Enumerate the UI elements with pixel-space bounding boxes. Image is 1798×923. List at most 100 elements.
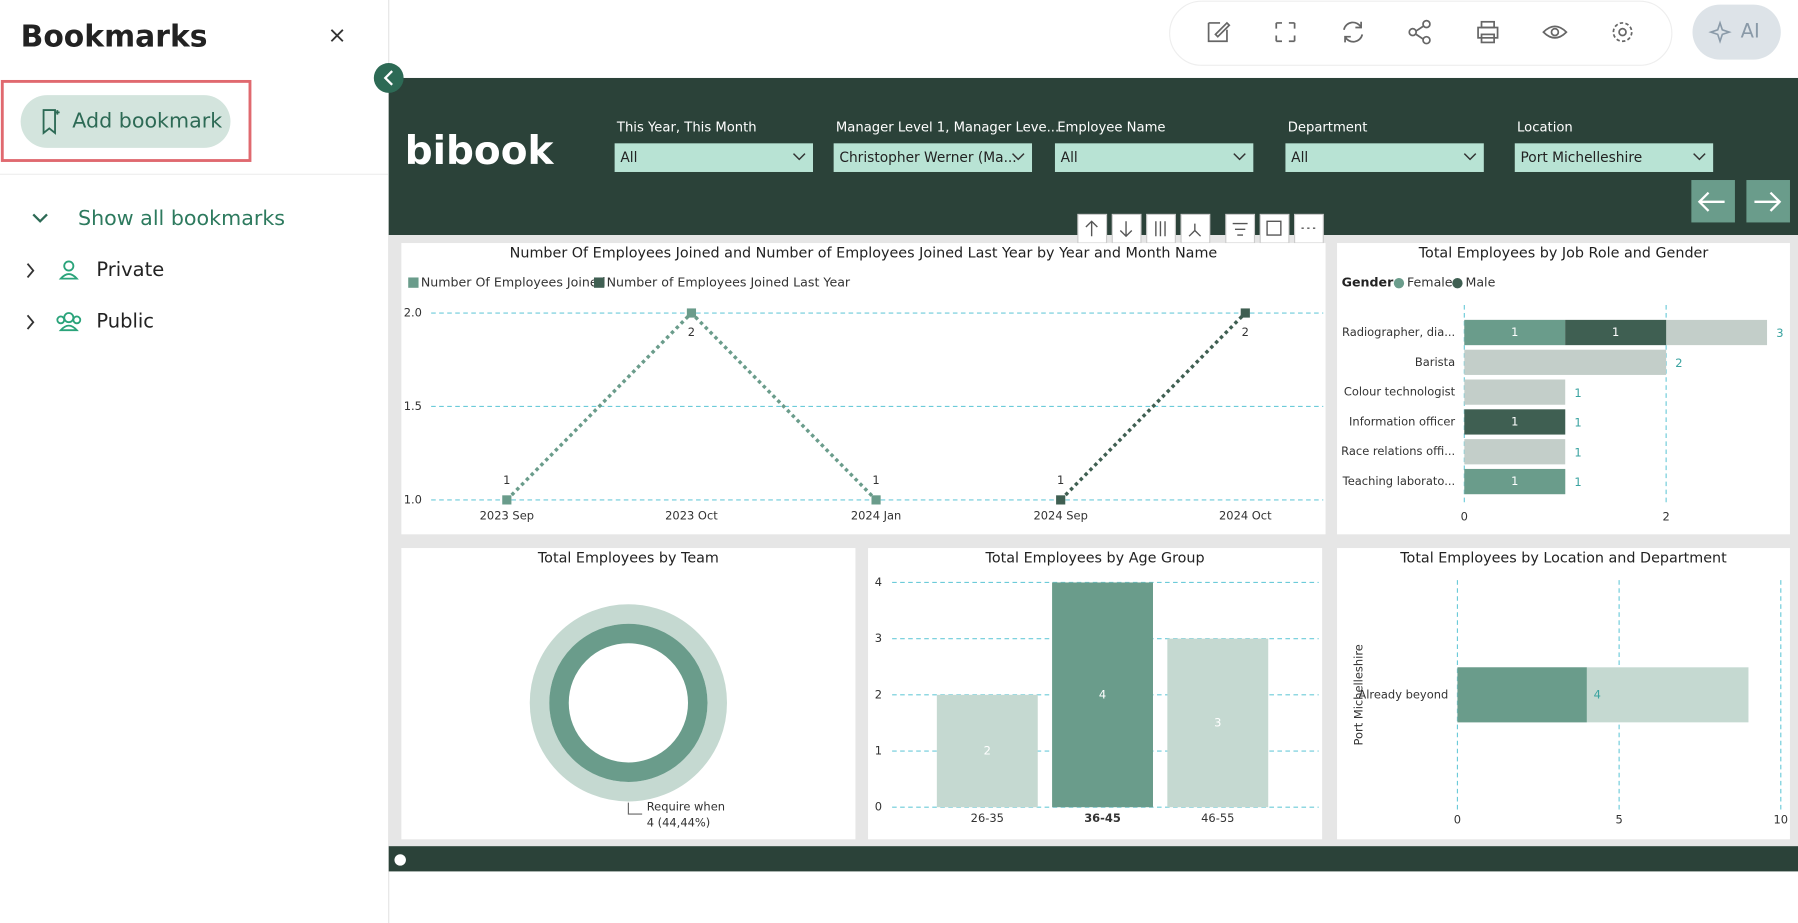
close-button[interactable] — [330, 29, 344, 42]
legend-title: Gender — [1342, 275, 1394, 290]
y-tick-label: 1.5 — [404, 399, 422, 413]
bar — [1052, 582, 1153, 808]
view-icon[interactable] — [1542, 25, 1568, 39]
chart-title: Total Employees by Job Role and Gender — [1418, 245, 1709, 261]
legend-swatch — [1393, 278, 1405, 289]
x-tick-label: 2023 Oct — [665, 508, 718, 522]
point-marker — [1056, 495, 1066, 505]
prev-icon — [1697, 191, 1725, 212]
y-tick-label: 1 — [875, 744, 882, 758]
legend-swatch — [593, 277, 605, 288]
filter-value: All — [620, 150, 637, 166]
data-label: 1 — [503, 473, 510, 487]
total-label: 2 — [1675, 356, 1682, 370]
ai-button[interactable] — [1692, 4, 1781, 60]
donut-slice — [549, 623, 708, 782]
chart-title: Total Employees by Location and Departme… — [1399, 550, 1727, 566]
visual-toolbar-icons — [1085, 220, 1316, 238]
filter-value: Port Michelleshire — [1521, 150, 1643, 166]
toolbar — [1169, 0, 1673, 66]
chevron-right[interactable] — [26, 314, 35, 330]
data-label: 1 — [1612, 325, 1619, 339]
data-label: 1 — [1511, 414, 1518, 428]
ai-label: AI — [1741, 20, 1760, 43]
x-tick-label: 2024 Jan — [851, 508, 901, 522]
show-all-link[interactable]: Show all bookmarks — [78, 206, 285, 230]
data-label: 3 — [1214, 715, 1221, 729]
settings-icon[interactable] — [1612, 22, 1633, 43]
charts: Number Of Employees Joined and Number of… — [401, 243, 1790, 840]
y-tick-label: 1.0 — [404, 492, 422, 506]
point-marker — [871, 495, 881, 505]
public-icon — [56, 312, 82, 332]
total-bar — [1464, 379, 1566, 405]
legend-swatch — [408, 277, 419, 288]
sidebar-title: Bookmarks — [21, 19, 208, 54]
point-marker — [502, 495, 512, 505]
chart-title: Total Employees by Team — [537, 550, 719, 566]
legend-label: Number of Employees Joined Last Year — [607, 275, 851, 290]
data-label: 1 — [1511, 474, 1518, 488]
logo: bibook — [405, 129, 555, 174]
x-tick-label: 10 — [1774, 812, 1789, 826]
fullscreen-icon[interactable] — [1275, 22, 1296, 43]
total-bar — [1464, 439, 1566, 465]
filter-dropdown[interactable] — [1054, 143, 1254, 172]
dropdown-chevron — [1693, 153, 1706, 161]
chart-title: Number Of Employees Joined and Number of… — [510, 245, 1218, 261]
filter-label: Employee Name — [1057, 120, 1165, 135]
y-tick-label: Race relations offi... — [1341, 444, 1455, 458]
y-tick-label: Barista — [1415, 355, 1455, 369]
chevron-right[interactable] — [26, 263, 35, 279]
collapse-button[interactable] — [373, 63, 404, 93]
x-tick-label: 2023 Sep — [480, 508, 534, 522]
x-tick-label: 5 — [1615, 812, 1622, 826]
data-label: 2 — [984, 744, 991, 758]
filter-dropdown[interactable] — [1514, 143, 1714, 172]
leader-line — [627, 802, 643, 815]
legend-label: Number Of Employees Joined — [421, 275, 606, 290]
dropdown-chevron — [1463, 153, 1477, 161]
filter-dropdown[interactable] — [1285, 143, 1484, 172]
dropdown-chevron — [792, 153, 806, 161]
filter-dropdown[interactable] — [833, 143, 1033, 172]
x-tick-label: 0 — [1454, 812, 1461, 826]
filter-dropdown[interactable] — [614, 143, 813, 172]
bar-segment — [1565, 319, 1667, 346]
print-icon[interactable] — [1477, 20, 1499, 44]
sidebar — [0, 0, 389, 923]
y-axis-title: Port Michelleshire — [1351, 644, 1365, 745]
refresh-icon[interactable] — [1343, 21, 1364, 43]
visual-toolbar — [1077, 213, 1324, 244]
data-label: 2 — [1242, 325, 1249, 339]
group-label[interactable]: Public — [96, 310, 154, 333]
share-icon[interactable] — [1408, 19, 1431, 45]
filter-label: This Year, This Month — [616, 120, 757, 135]
filter-label: Department — [1288, 120, 1368, 135]
group-label[interactable]: Private — [96, 258, 164, 281]
y-tick-label: 4 — [875, 575, 882, 589]
x-tick-label: 0 — [1461, 510, 1468, 524]
bookmark-icon — [42, 109, 60, 135]
data-label: 1 — [872, 473, 879, 487]
focus[interactable] — [1259, 213, 1290, 244]
filter-value: Christopher Werner (Ma... — [839, 150, 1016, 166]
data-label: 2 — [688, 325, 695, 339]
edit-icon[interactable] — [1207, 21, 1231, 43]
y-tick-label: Radiographer, dia... — [1342, 325, 1455, 339]
filter-value: All — [1061, 150, 1078, 166]
filter-label: Manager Level 1, Manager Leve... — [836, 120, 1059, 135]
add-bookmark-label: Add bookmark — [72, 109, 222, 133]
chart-panel — [401, 243, 1326, 535]
chevron-down[interactable] — [32, 213, 48, 223]
x-tick-label: 26-35 — [971, 811, 1004, 825]
bar — [1167, 638, 1269, 808]
slice-value: 4 (44,44%) — [647, 816, 711, 830]
collapse-icon — [383, 70, 393, 86]
add-bookmark-button[interactable] — [20, 95, 231, 148]
y-tick-label: Colour technologist — [1344, 385, 1456, 399]
y-tick-label: 2.0 — [404, 306, 422, 320]
